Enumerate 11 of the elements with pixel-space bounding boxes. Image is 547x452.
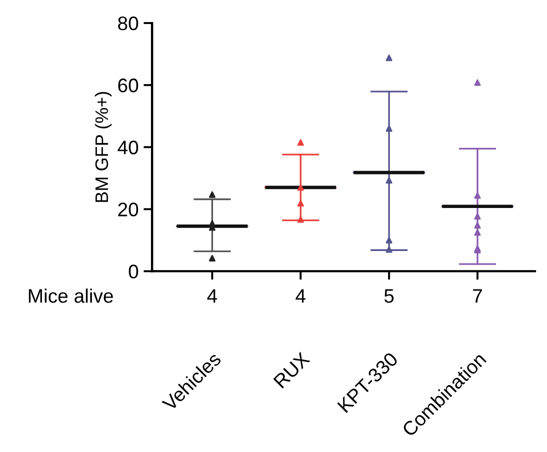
text: 4: [207, 289, 218, 303]
y-tick-label: 0: [128, 264, 138, 278]
text: 4: [296, 289, 306, 303]
y-tick-label: 60: [118, 78, 138, 92]
y-tick-label: 80: [118, 16, 138, 30]
text: 7: [473, 289, 482, 303]
y-axis-title: BM GFP (%+): [94, 92, 112, 202]
y-tick-label: 20: [118, 202, 138, 216]
text: 5: [384, 289, 394, 303]
text: Mice alive: [28, 288, 113, 303]
y-tick-label: 40: [118, 140, 138, 154]
